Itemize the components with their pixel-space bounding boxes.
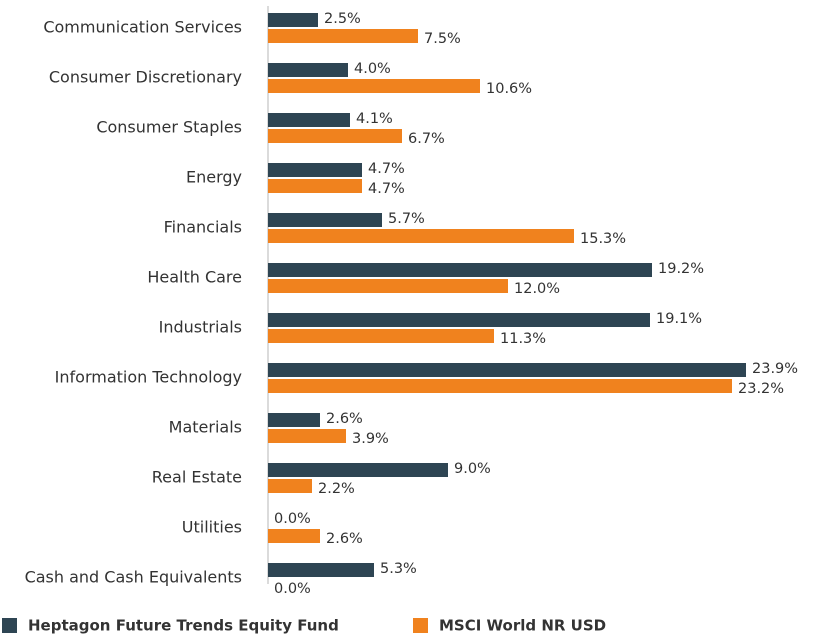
- value-label: 11.3%: [500, 331, 546, 347]
- value-label: 3.9%: [352, 431, 389, 447]
- bar: [268, 229, 574, 243]
- bar: [268, 413, 320, 427]
- bar: [268, 79, 480, 93]
- value-label: 4.7%: [368, 181, 405, 197]
- value-label: 0.0%: [274, 511, 311, 527]
- bar: [268, 479, 312, 493]
- value-label: 4.7%: [368, 161, 405, 177]
- category-label: Industrials: [159, 318, 242, 337]
- value-label: 15.3%: [580, 231, 626, 247]
- bar: [268, 163, 362, 177]
- bar: [268, 179, 362, 193]
- category-label: Real Estate: [152, 468, 242, 487]
- bar: [268, 363, 746, 377]
- category-label: Materials: [169, 418, 242, 437]
- value-label: 10.6%: [486, 81, 532, 97]
- bar: [268, 113, 350, 127]
- value-label: 23.2%: [738, 381, 784, 397]
- bar: [268, 63, 348, 77]
- category-label: Energy: [186, 168, 242, 187]
- category-label: Information Technology: [55, 368, 242, 387]
- value-label: 2.6%: [326, 411, 363, 427]
- value-label: 5.3%: [380, 561, 417, 577]
- value-label: 9.0%: [454, 461, 491, 477]
- value-label: 0.0%: [274, 581, 311, 597]
- value-label: 19.1%: [656, 311, 702, 327]
- category-label: Consumer Staples: [96, 118, 242, 137]
- legend-label: MSCI World NR USD: [439, 617, 606, 635]
- category-label: Utilities: [182, 518, 242, 537]
- bar: [268, 529, 320, 543]
- bar: [268, 263, 652, 277]
- bar: [268, 463, 448, 477]
- value-label: 19.2%: [658, 261, 704, 277]
- bar: [268, 329, 494, 343]
- value-label: 2.6%: [326, 531, 363, 547]
- value-label: 6.7%: [408, 131, 445, 147]
- legend-label: Heptagon Future Trends Equity Fund: [28, 617, 339, 635]
- bar: [268, 429, 346, 443]
- category-label: Cash and Cash Equivalents: [25, 568, 242, 587]
- bar: [268, 313, 650, 327]
- category-label: Communication Services: [43, 18, 242, 37]
- legend-swatch: [2, 618, 17, 633]
- value-label: 4.0%: [354, 61, 391, 77]
- bar: [268, 129, 402, 143]
- value-label: 2.5%: [324, 11, 361, 27]
- category-label: Financials: [164, 218, 242, 237]
- legend-swatch: [413, 618, 428, 633]
- bar: [268, 29, 418, 43]
- value-label: 23.9%: [752, 361, 798, 377]
- category-label: Consumer Discretionary: [49, 68, 242, 87]
- bar: [268, 563, 374, 577]
- value-label: 5.7%: [388, 211, 425, 227]
- category-label: Health Care: [147, 268, 242, 287]
- value-label: 4.1%: [356, 111, 393, 127]
- bar: [268, 213, 382, 227]
- value-label: 12.0%: [514, 281, 560, 297]
- value-label: 7.5%: [424, 31, 461, 47]
- value-label: 2.2%: [318, 481, 355, 497]
- bar: [268, 379, 732, 393]
- bar: [268, 279, 508, 293]
- bar: [268, 13, 318, 27]
